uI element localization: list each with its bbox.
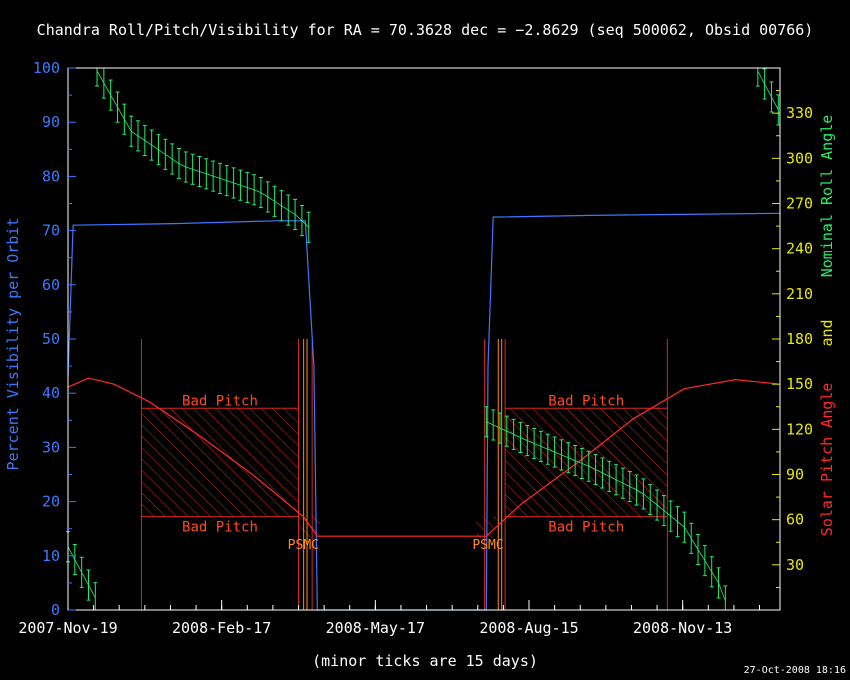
left-y-tick-label: 10 <box>42 547 60 565</box>
left-y-tick-label: 100 <box>33 59 60 77</box>
psmc-hatch <box>476 516 497 538</box>
right-y-tick-label: 270 <box>786 195 813 213</box>
psmc-label: PSMC <box>288 538 319 553</box>
x-tick-label: 2008-Aug-15 <box>479 619 578 637</box>
right-y-tick-label: 150 <box>786 375 813 393</box>
right-y-tick-label: 30 <box>786 556 804 574</box>
left-y-tick-label: 40 <box>42 384 60 402</box>
x-tick-label: 2008-May-17 <box>326 619 425 637</box>
left-y-tick-label: 90 <box>42 113 60 131</box>
right-y-tick-label: 210 <box>786 285 813 303</box>
left-y-axis-label: Percent Visibility per Orbit <box>4 218 22 471</box>
left-y-tick-label: 50 <box>42 330 60 348</box>
right-y-tick-label: 90 <box>786 466 804 484</box>
timestamp: 27-Oct-2008 18:16 <box>744 665 846 676</box>
right-y-tick-label: 330 <box>786 104 813 122</box>
bad-pitch-label-bottom: Bad Pitch <box>182 520 258 536</box>
right-y-tick-label: 120 <box>786 420 813 438</box>
bad-pitch-label-top: Bad Pitch <box>182 393 258 409</box>
left-y-tick-label: 30 <box>42 438 60 456</box>
x-tick-label: 2008-Feb-17 <box>172 619 271 637</box>
right-y-tick-label: 180 <box>786 330 813 348</box>
left-y-tick-label: 0 <box>51 601 60 619</box>
roll-angle-line <box>96 70 309 228</box>
x-axis-label: (minor ticks are 15 days) <box>312 652 538 670</box>
chart-title: Chandra Roll/Pitch/Visibility for RA = 7… <box>37 21 814 39</box>
x-tick-label: 2007-Nov-19 <box>18 619 117 637</box>
right-y-tick-label: 300 <box>786 149 813 167</box>
left-y-tick-label: 20 <box>42 493 60 511</box>
right-y-axis-label-and: and <box>818 319 836 346</box>
right-y-axis-label-pitch: Solar Pitch Angle <box>818 383 836 537</box>
left-y-tick-label: 70 <box>42 222 60 240</box>
right-y-tick-label: 240 <box>786 240 813 258</box>
left-y-tick-label: 80 <box>42 167 60 185</box>
visibility-line <box>67 212 781 611</box>
x-tick-label: 2008-Nov-13 <box>633 619 732 637</box>
roll-angle-line <box>757 70 779 111</box>
bad-pitch-region <box>505 408 668 517</box>
right-y-axis-label-roll: Nominal Roll Angle <box>818 115 836 278</box>
psmc-label: PSMC <box>472 538 503 553</box>
bad-pitch-label-top: Bad Pitch <box>548 393 624 409</box>
right-y-tick-label: 60 <box>786 511 804 529</box>
pitch-angle-line <box>67 377 781 537</box>
bad-pitch-label-bottom: Bad Pitch <box>548 520 624 536</box>
left-y-tick-label: 60 <box>42 276 60 294</box>
bad-pitch-region <box>141 408 299 517</box>
roll-angle-line <box>486 421 726 602</box>
